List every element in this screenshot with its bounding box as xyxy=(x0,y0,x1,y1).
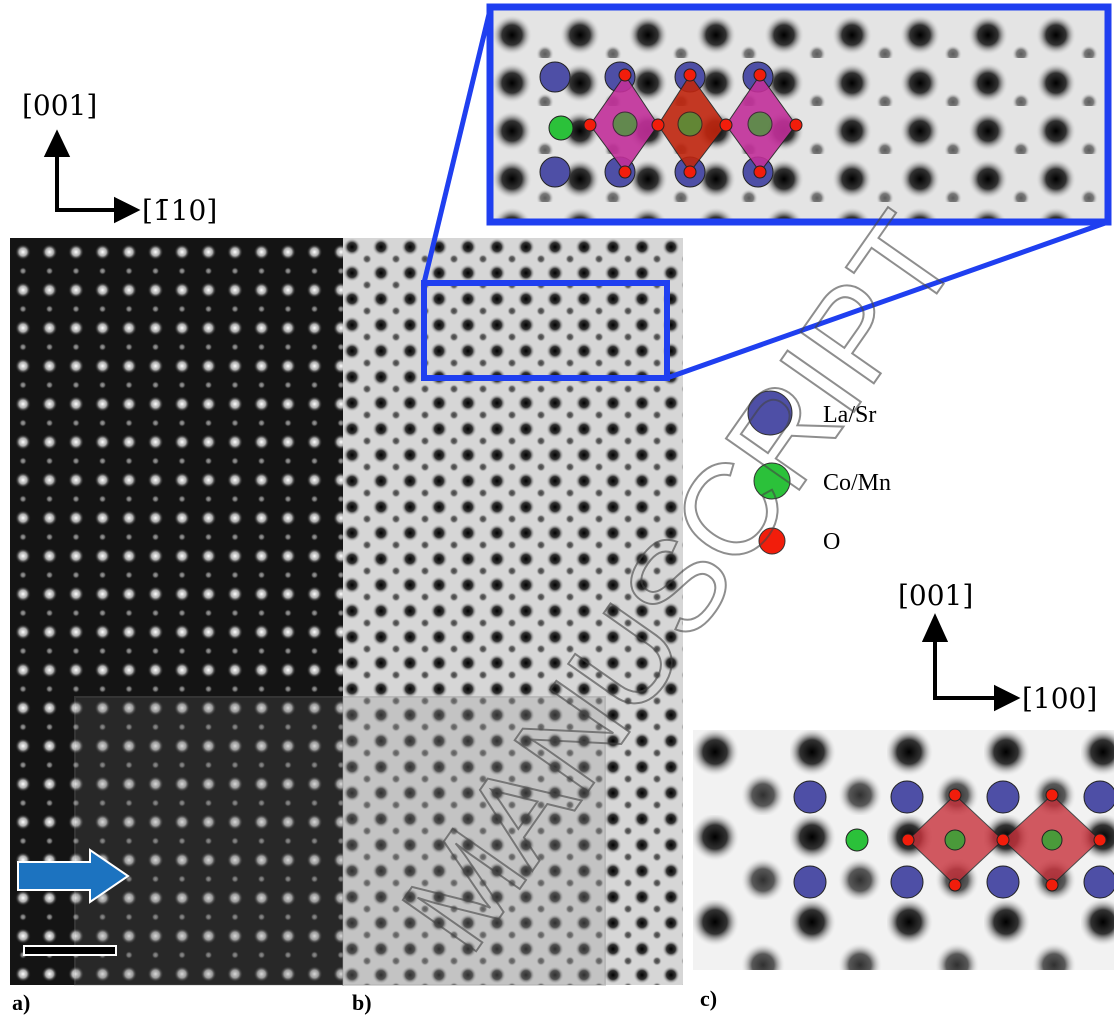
arrow-head xyxy=(996,688,1016,708)
inset-overlay xyxy=(75,697,343,985)
co-mn-atom xyxy=(945,830,965,850)
la-sr-atom xyxy=(540,157,570,187)
la-sr-atom xyxy=(987,866,1019,898)
la-sr-atom xyxy=(891,866,923,898)
co-mn-atom xyxy=(678,112,702,136)
arrow-head xyxy=(116,200,136,220)
arrow-head xyxy=(47,134,67,155)
co-mn-atom xyxy=(748,112,772,136)
o-atom xyxy=(754,166,766,178)
axis-label: [001] xyxy=(22,89,97,122)
o-atom xyxy=(949,789,961,801)
co-mn-atom xyxy=(846,829,868,851)
o-atom xyxy=(720,119,732,131)
la-sr-atom xyxy=(987,781,1019,813)
o-atom xyxy=(619,69,631,81)
la-sr-atom xyxy=(794,781,826,813)
orientation-axes xyxy=(47,134,136,220)
la-sr-atom xyxy=(1084,866,1114,898)
axis-label: [1̄10] xyxy=(142,194,217,227)
o-atom xyxy=(619,166,631,178)
figure: [001] [1̄10] a) b) xyxy=(0,0,1114,1018)
o-atom xyxy=(684,69,696,81)
co-mn-atom xyxy=(1042,830,1062,850)
panel-label: b) xyxy=(352,990,372,1015)
panel-label: a) xyxy=(12,990,30,1015)
co-mn-atom xyxy=(549,116,573,140)
la-sr-atom xyxy=(891,781,923,813)
axis-label: [100] xyxy=(1022,682,1097,715)
o-atom xyxy=(754,69,766,81)
la-sr-atom xyxy=(540,62,570,92)
o-atom xyxy=(652,119,664,131)
orientation-axes xyxy=(925,618,1016,708)
zoom-image xyxy=(490,7,1108,222)
o-atom xyxy=(949,879,961,891)
o-atom xyxy=(1046,879,1058,891)
o-atom xyxy=(902,834,914,846)
o-atom xyxy=(1094,834,1106,846)
la-sr-atom xyxy=(1084,781,1114,813)
o-atom xyxy=(790,119,802,131)
axis-label: [001] xyxy=(898,579,973,612)
la-sr-atom xyxy=(794,866,826,898)
panel-label: c) xyxy=(700,986,717,1011)
scale-bar xyxy=(24,946,116,955)
co-mn-atom xyxy=(613,112,637,136)
arrow-head xyxy=(925,618,945,640)
o-atom xyxy=(1046,789,1058,801)
o-atom xyxy=(584,119,596,131)
legend-label: O xyxy=(823,529,840,555)
o-atom xyxy=(684,166,696,178)
o-atom xyxy=(997,834,1009,846)
